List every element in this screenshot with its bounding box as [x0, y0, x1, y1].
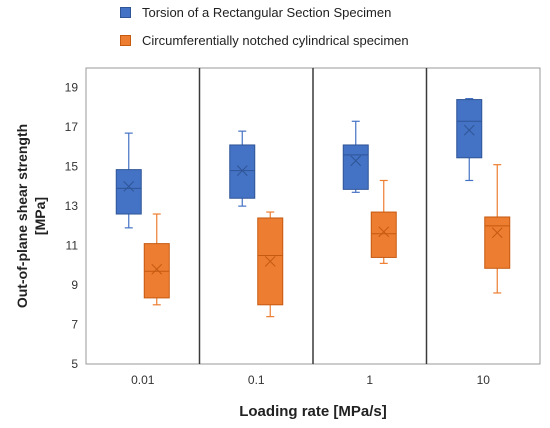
- x-tick-label: 0.1: [248, 373, 265, 387]
- y-axis-title-line: Out-of-plane shear strength: [14, 124, 30, 308]
- x-axis-title: Loading rate [MPa/s]: [239, 403, 387, 420]
- x-tick-label: 10: [477, 373, 491, 387]
- y-tick-label: 7: [71, 318, 78, 332]
- mean-marker: [491, 227, 503, 239]
- y-axis-title-line: [MPa]: [32, 197, 48, 235]
- mean-marker: [236, 165, 248, 176]
- mean-marker: [123, 181, 135, 192]
- mean-marker: [378, 226, 390, 238]
- y-tick-label: 9: [71, 278, 78, 292]
- x-tick-label: 0.01: [131, 373, 155, 387]
- box-iqr: [229, 144, 256, 199]
- y-axis-title: Out-of-plane shear strength [MPa]: [14, 124, 48, 308]
- box-iqr: [370, 211, 397, 258]
- y-tick-label: 5: [71, 357, 78, 371]
- box-iqr: [115, 169, 142, 215]
- y-tick-label: 15: [65, 160, 79, 174]
- x-tick-label: 1: [366, 373, 373, 387]
- box-iqr: [342, 144, 369, 190]
- y-tick-label: 13: [65, 199, 79, 213]
- legend-label-torsion: Torsion of a Rectangular Section Specime…: [142, 5, 392, 20]
- box-iqr: [456, 99, 483, 159]
- legend-item-notched: Circumferentially notched cylindrical sp…: [120, 33, 409, 48]
- mean-marker: [350, 155, 362, 167]
- y-tick-label: 19: [65, 81, 79, 95]
- y-tick-label: 17: [65, 120, 79, 134]
- chart-legend: Torsion of a Rectangular Section Specime…: [0, 0, 550, 60]
- box-iqr: [484, 216, 511, 269]
- legend-swatch-torsion: [120, 7, 131, 18]
- y-tick-label: 11: [66, 239, 79, 253]
- mean-marker: [264, 256, 276, 267]
- mean-marker: [151, 263, 163, 275]
- mean-marker: [463, 124, 475, 136]
- legend-swatch-notched: [120, 35, 131, 46]
- legend-label-notched: Circumferentially notched cylindrical sp…: [142, 33, 409, 48]
- legend-item-torsion: Torsion of a Rectangular Section Specime…: [120, 5, 391, 20]
